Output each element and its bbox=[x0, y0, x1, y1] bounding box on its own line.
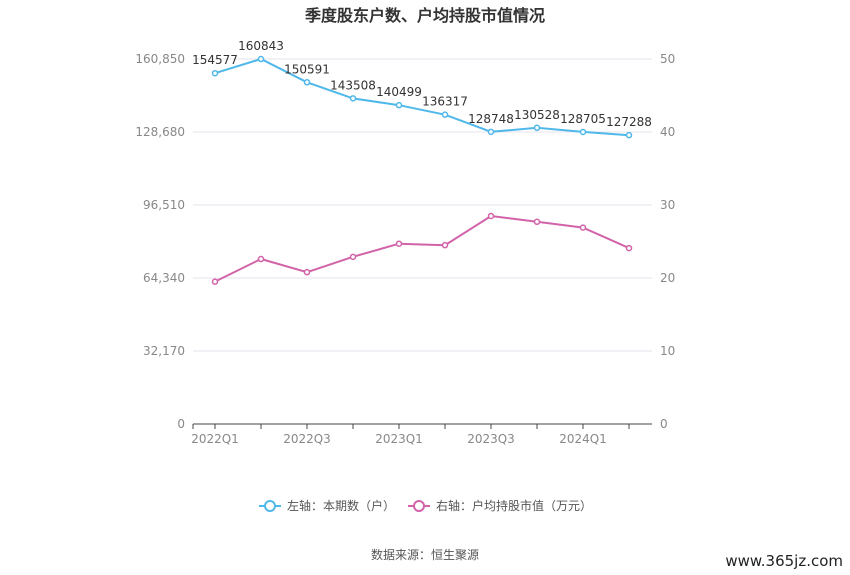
series-line-1 bbox=[214, 214, 630, 283]
data-label: 127288 bbox=[606, 115, 652, 129]
data-label: 143508 bbox=[330, 78, 376, 92]
series-point-1[interactable] bbox=[579, 224, 587, 231]
series-point-1[interactable] bbox=[487, 212, 495, 220]
source-note: 数据来源：恒生聚源 bbox=[371, 547, 479, 562]
legend-label-households: 左轴：本期数（户） bbox=[287, 498, 395, 513]
grid bbox=[193, 58, 652, 425]
series-point-0[interactable] bbox=[579, 128, 587, 136]
series-layer bbox=[211, 55, 633, 285]
chart-title: 季度股东户数、户均持股市值情况 bbox=[304, 6, 545, 25]
right-tick-label: 30 bbox=[660, 198, 675, 212]
data-label: 160843 bbox=[238, 39, 284, 53]
data-label: 130528 bbox=[514, 108, 560, 122]
data-label: 128705 bbox=[560, 112, 606, 126]
x-tick-label: 2023Q3 bbox=[467, 432, 515, 446]
left-tick-label: 64,340 bbox=[143, 271, 185, 285]
legend-item-households[interactable]: 左轴：本期数（户） bbox=[259, 498, 395, 513]
left-tick-label: 96,510 bbox=[143, 198, 185, 212]
right-tick-label: 40 bbox=[660, 125, 675, 139]
data-label: 140499 bbox=[376, 85, 422, 99]
series-point-1[interactable] bbox=[211, 278, 219, 285]
legend-marker-avg-value bbox=[413, 500, 425, 512]
series-point-0[interactable] bbox=[487, 128, 495, 136]
series-point-1[interactable] bbox=[349, 253, 357, 261]
legend-item-avg-value[interactable]: 右轴：户均持股市值（万元） bbox=[408, 498, 592, 513]
left-tick-label: 160,850 bbox=[135, 52, 185, 66]
data-label: 128748 bbox=[468, 112, 514, 126]
right-axis-ticks: 0 10 20 30 40 50 bbox=[660, 52, 675, 431]
series-point-1[interactable] bbox=[257, 255, 265, 263]
x-axis-ticks: 2022Q1 2022Q3 2023Q1 2023Q3 2024Q1 bbox=[191, 424, 630, 446]
series-point-0[interactable] bbox=[625, 131, 633, 139]
right-tick-label: 0 bbox=[660, 417, 668, 431]
series-point-1[interactable] bbox=[303, 268, 311, 276]
x-tick-label: 2022Q3 bbox=[283, 432, 331, 446]
series-point-0[interactable] bbox=[395, 101, 403, 109]
right-tick-label: 20 bbox=[660, 271, 675, 285]
x-tick-label: 2023Q1 bbox=[375, 432, 423, 446]
legend: 左轴：本期数（户） 右轴：户均持股市值（万元） bbox=[259, 498, 592, 513]
right-tick-label: 50 bbox=[660, 52, 675, 66]
series-point-0[interactable] bbox=[441, 111, 449, 118]
series-point-0[interactable] bbox=[211, 69, 219, 77]
series-point-0[interactable] bbox=[349, 95, 357, 102]
series-point-0[interactable] bbox=[533, 124, 541, 132]
data-label: 154577 bbox=[192, 53, 238, 67]
left-tick-label: 32,170 bbox=[143, 344, 185, 358]
series-point-1[interactable] bbox=[395, 240, 403, 247]
data-label: 150591 bbox=[284, 62, 330, 76]
series-point-1[interactable] bbox=[533, 218, 541, 226]
series-line-0 bbox=[214, 57, 630, 137]
left-tick-label: 0 bbox=[177, 417, 185, 431]
series-point-1[interactable] bbox=[441, 241, 449, 249]
watermark: www.365jz.com bbox=[725, 552, 843, 570]
left-axis-ticks: 0 32,170 64,340 96,510 128,680 160,850 bbox=[135, 52, 185, 431]
left-tick-label: 128,680 bbox=[135, 125, 185, 139]
x-tick-label: 2022Q1 bbox=[191, 432, 239, 446]
right-tick-label: 10 bbox=[660, 344, 675, 358]
series-point-1[interactable] bbox=[625, 244, 633, 252]
legend-label-avg-value: 右轴：户均持股市值（万元） bbox=[436, 498, 592, 513]
data-label: 136317 bbox=[422, 95, 468, 109]
x-tick-label: 2024Q1 bbox=[559, 432, 607, 446]
legend-marker-households bbox=[264, 500, 276, 512]
series-point-0[interactable] bbox=[257, 55, 265, 63]
series-point-0[interactable] bbox=[303, 79, 311, 86]
